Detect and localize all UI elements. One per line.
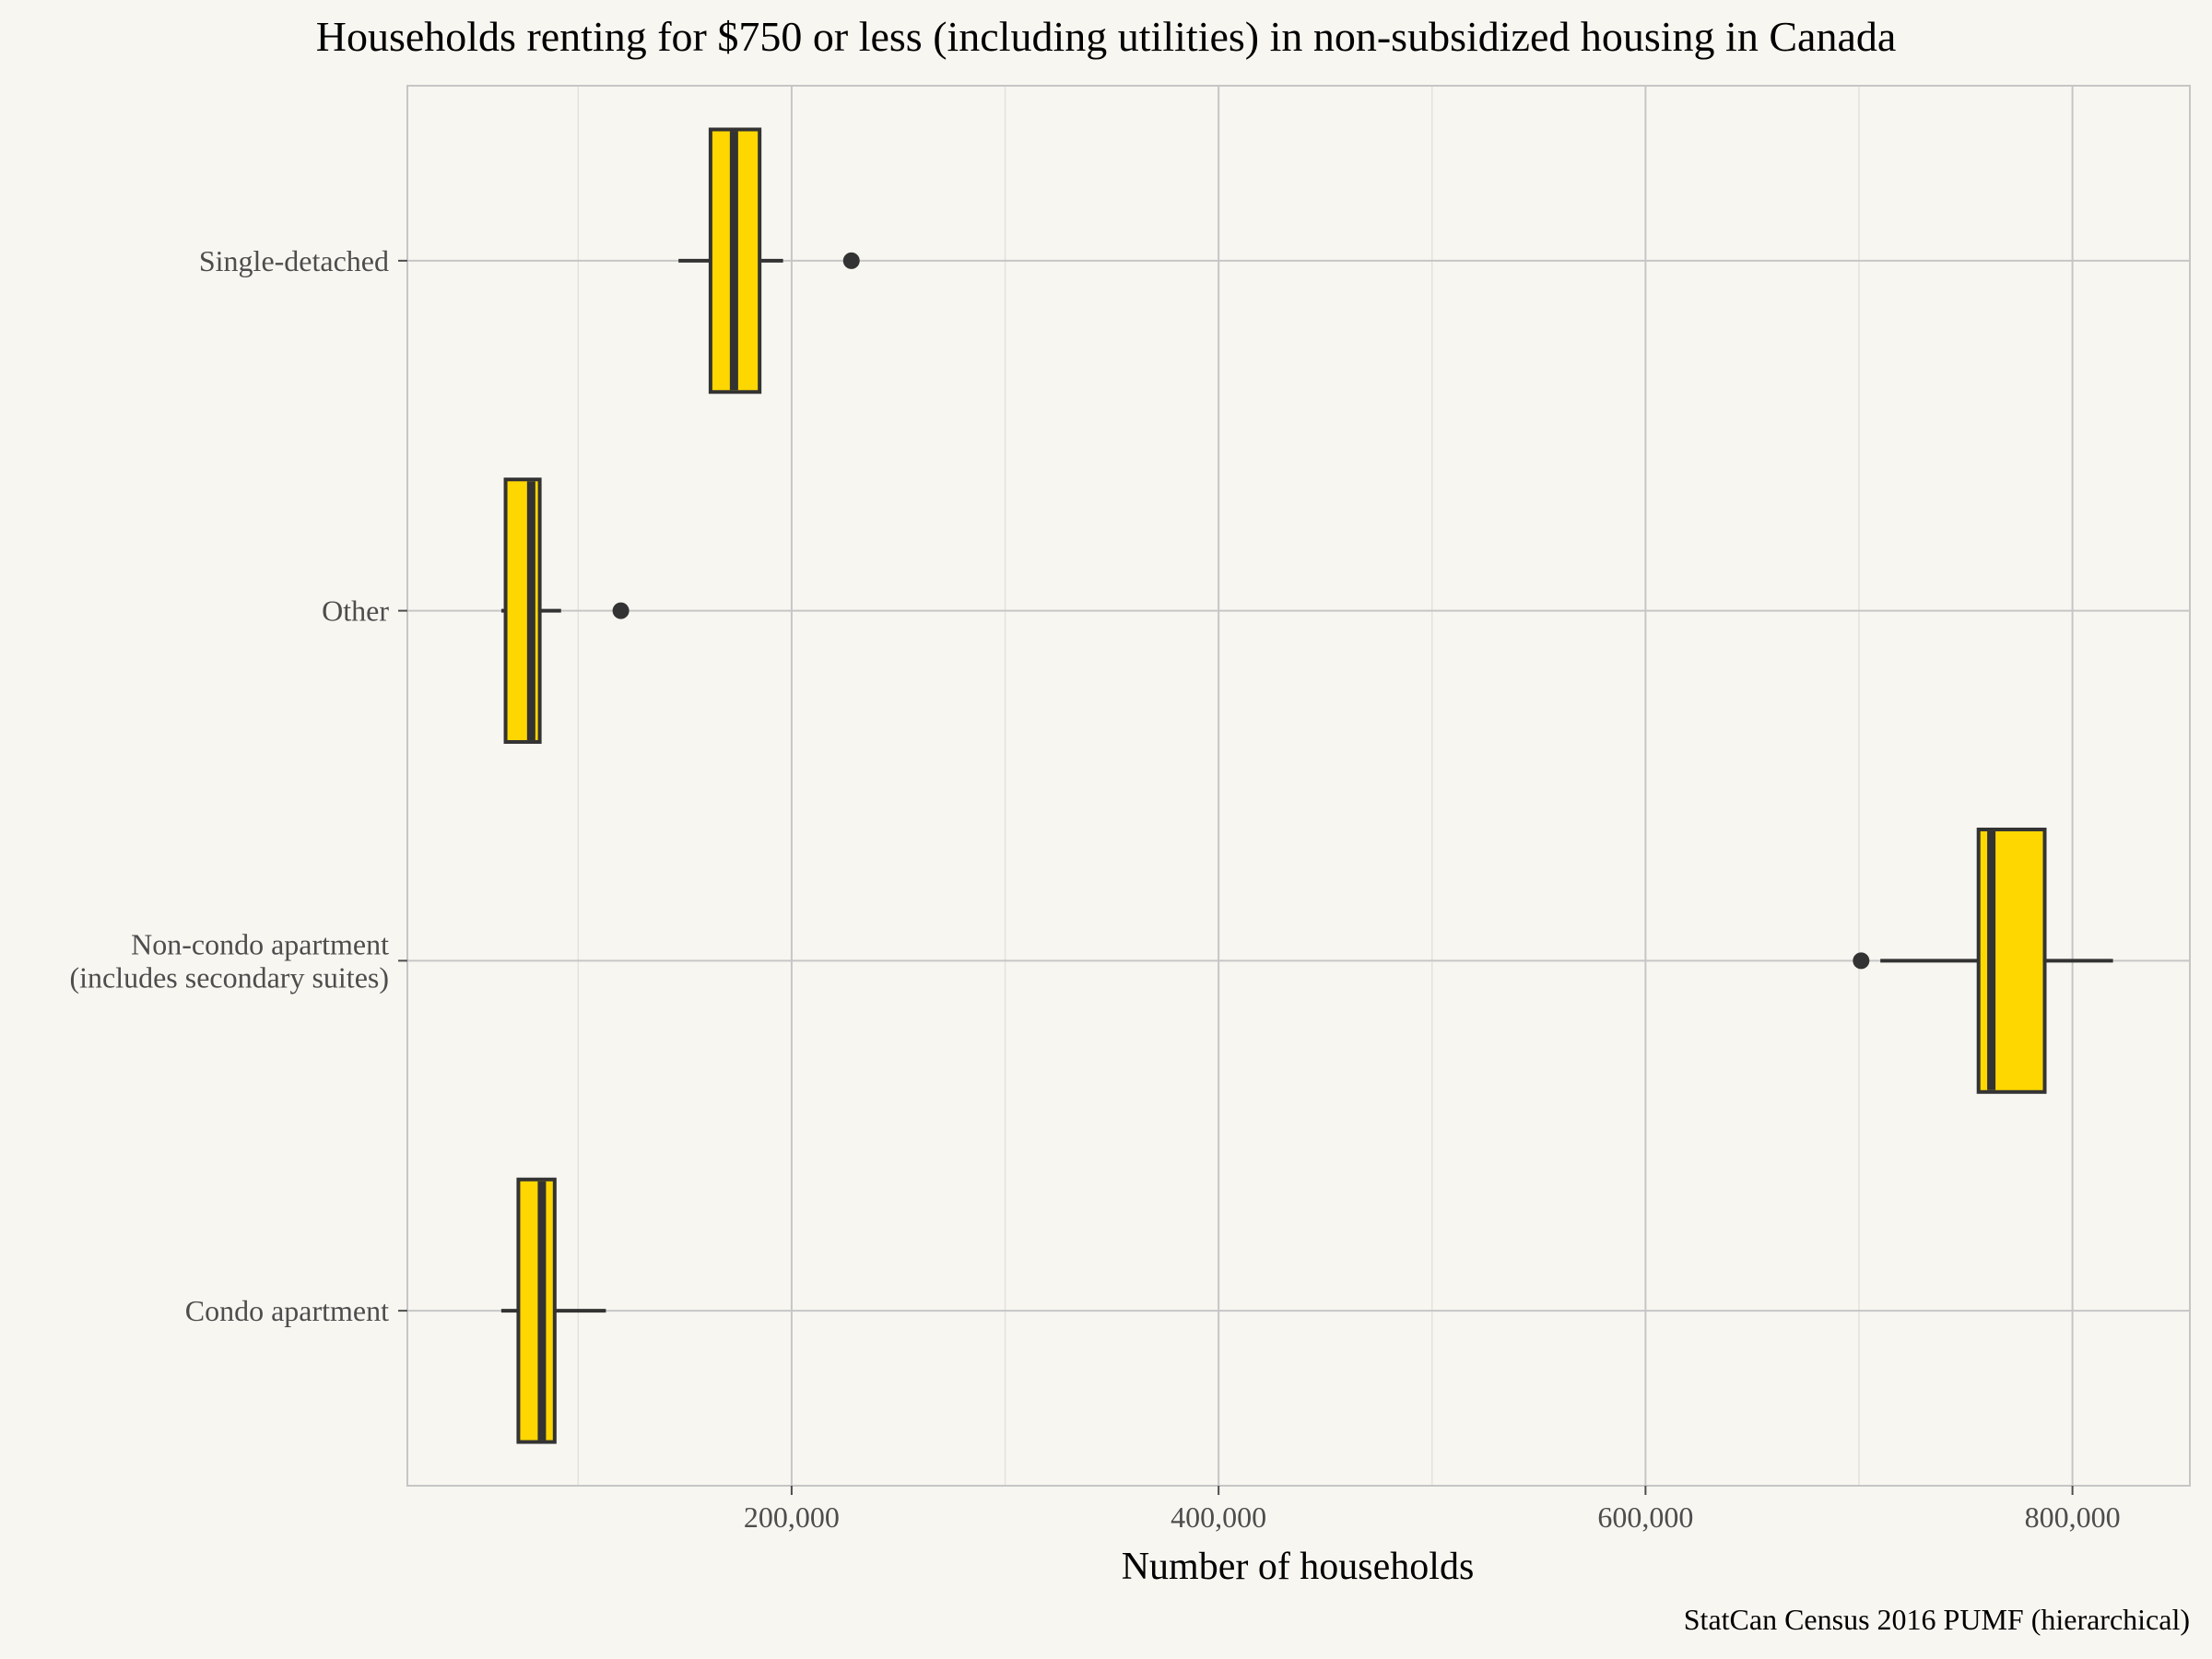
box-series	[500, 127, 2113, 1444]
box	[516, 1177, 557, 1444]
outlier-point	[612, 602, 629, 619]
box-group	[678, 127, 860, 394]
x-tick-label: 200,000	[744, 1500, 840, 1534]
y-tick-label: Non-condo apartment (includes secondary s…	[69, 927, 389, 994]
x-axis-label: Number of households	[1122, 1546, 1475, 1588]
box-group	[500, 1177, 606, 1444]
x-tick-label: 800,000	[2025, 1500, 2121, 1534]
grid-lines	[407, 86, 2190, 1486]
axes: 200,000 400,000 600,000 800,000 Condo apartm…	[69, 244, 2120, 1534]
y-tick-label: Condo apartment	[185, 1294, 389, 1327]
x-tick-label: 600,000	[1597, 1500, 1693, 1534]
x-tick-label: 400,000	[1171, 1500, 1266, 1534]
chart-title: Households renting for $750 or less (inc…	[316, 13, 1897, 60]
y-tick-label: Single-detached	[199, 244, 389, 277]
outlier-point	[1853, 952, 1870, 970]
outlier-point	[842, 252, 860, 269]
panel-border	[406, 85, 2191, 1487]
box-group	[500, 477, 629, 745]
box-group	[1853, 827, 2113, 1094]
chart-caption: StatCan Census 2016 PUMF (hierarchical)	[1684, 1603, 2190, 1636]
y-tick-label: Other	[322, 594, 389, 628]
